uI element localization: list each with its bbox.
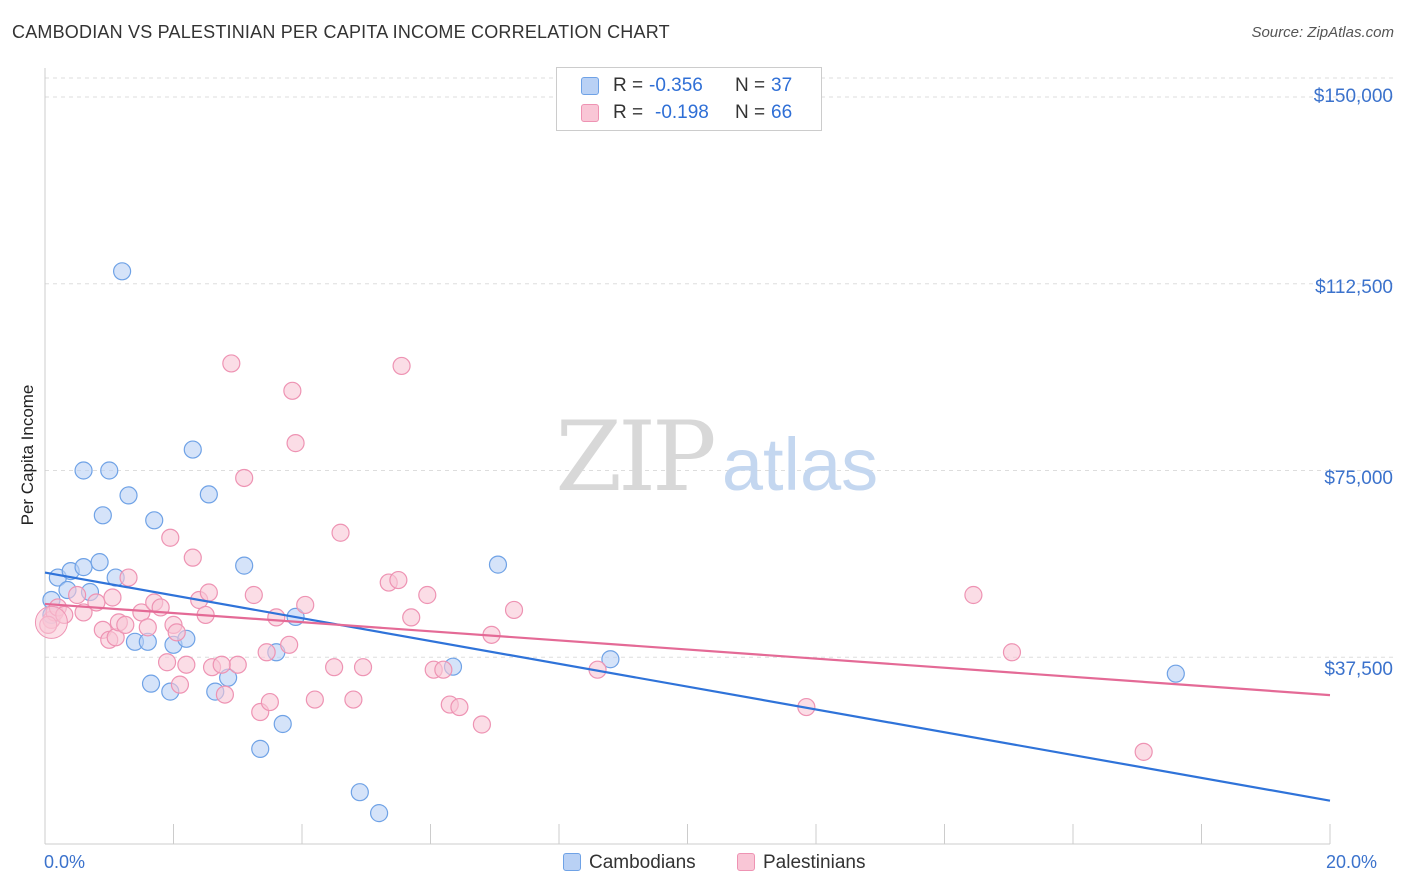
palestinian-point	[450, 697, 469, 717]
palestinian-point	[402, 608, 421, 627]
palestinian-point	[199, 583, 218, 602]
palestinian-point	[472, 715, 491, 734]
cambodians-legend-swatch	[563, 853, 581, 871]
palestinian-point	[434, 660, 453, 679]
cambodian-point	[235, 556, 254, 575]
palestinian-point	[964, 585, 983, 605]
stats-legend: R = -0.356 N = 37 R = -0.198 N = 66	[556, 67, 822, 131]
x-tick-label-max: 20.0%	[1326, 852, 1378, 872]
chart-title: CAMBODIAN VS PALESTINIAN PER CAPITA INCO…	[12, 22, 670, 42]
palestinian-point	[116, 615, 135, 634]
cambodian-point	[74, 461, 93, 480]
palestinian-point	[353, 658, 373, 677]
palestinian-point	[296, 595, 315, 615]
palestinians-swatch	[581, 104, 599, 122]
cambodian-point	[145, 511, 164, 530]
cambodian-point	[488, 555, 508, 574]
palestinian-point	[170, 675, 190, 694]
watermark-zip: ZIP	[555, 401, 714, 513]
palestinian-point	[260, 692, 279, 712]
series-palestinians	[34, 354, 1153, 761]
palestinian-point	[257, 643, 276, 662]
palestinian-point	[212, 655, 231, 674]
n-value-cambodians: 37	[771, 75, 793, 96]
trend-lines	[44, 571, 1331, 802]
palestinians-trend-line	[44, 602, 1331, 697]
palestinian-point	[68, 585, 87, 605]
cambodian-point	[183, 440, 202, 459]
palestinian-point	[183, 548, 202, 567]
cambodians-swatch	[581, 77, 599, 95]
y-tick-label: $37,500	[1324, 659, 1393, 680]
palestinian-point	[157, 653, 177, 672]
palestinian-point	[215, 685, 234, 704]
axes	[44, 68, 1331, 845]
palestinian-point	[504, 600, 524, 620]
cambodian-point	[119, 486, 138, 505]
palestinian-cluster-point	[34, 605, 68, 639]
palestinian-point	[119, 568, 138, 587]
palestinians-legend-swatch	[737, 853, 755, 871]
cambodian-point	[141, 674, 161, 693]
legend-label-palestinians: Palestinians	[763, 852, 866, 873]
palestinian-point	[1002, 643, 1022, 662]
watermark-atlas: atlas	[722, 423, 878, 506]
palestinian-point	[331, 523, 350, 542]
palestinian-point	[235, 468, 254, 488]
palestinian-point	[344, 690, 363, 709]
palestinian-point	[1134, 742, 1153, 761]
r-label: R =	[613, 102, 644, 123]
palestinian-point	[103, 588, 122, 607]
cambodians-trend-line	[44, 571, 1331, 802]
legend-item-palestinians[interactable]: Palestinians	[737, 852, 865, 874]
n-label: N =	[735, 75, 766, 96]
cambodian-point	[199, 485, 218, 504]
series-cambodians	[42, 262, 1185, 823]
cambodian-point	[112, 262, 132, 281]
cambodian-point	[74, 558, 93, 577]
cambodian-point	[93, 506, 112, 525]
legend-item-cambodians[interactable]: Cambodians	[563, 852, 696, 874]
cambodian-point	[90, 553, 109, 572]
palestinian-point	[325, 658, 344, 677]
n-value-palestinians: 66	[771, 102, 793, 123]
watermark: ZIP atlas	[555, 401, 878, 513]
cambodian-point	[1166, 664, 1185, 683]
palestinian-point	[283, 381, 302, 400]
palestinian-point	[161, 528, 180, 547]
cambodian-point	[251, 739, 270, 758]
palestinian-point	[392, 356, 411, 376]
y-tick-label: $75,000	[1324, 468, 1393, 489]
palestinian-point	[138, 618, 157, 637]
palestinian-point	[267, 608, 286, 627]
r-value-cambodians: -0.356	[649, 75, 703, 96]
x-tick-label-min: 0.0%	[44, 852, 86, 872]
cambodian-point	[273, 714, 292, 734]
palestinian-point	[222, 354, 241, 373]
r-label: R =	[613, 75, 644, 96]
cambodian-point	[601, 650, 620, 669]
palestinian-point	[228, 655, 247, 674]
cambodian-point	[370, 804, 389, 823]
palestinian-point	[74, 603, 93, 622]
palestinian-point	[177, 655, 196, 674]
y-tick-label: $150,000	[1313, 86, 1393, 107]
n-label: N =	[735, 102, 766, 123]
palestinian-point	[305, 690, 324, 709]
palestinian-point	[389, 570, 408, 590]
y-tick-label: $112,500	[1315, 277, 1393, 298]
cambodian-point	[350, 783, 369, 802]
source-credit: Source: ZipAtlas.com	[1251, 24, 1394, 41]
palestinian-point	[167, 623, 186, 642]
legend-label-cambodians: Cambodians	[589, 852, 696, 873]
palestinian-point	[244, 585, 263, 605]
palestinian-point	[286, 434, 305, 453]
palestinian-point	[280, 635, 299, 654]
r-value-palestinians: -0.198	[655, 102, 709, 123]
palestinian-point	[418, 585, 437, 605]
cambodian-point	[100, 461, 119, 480]
